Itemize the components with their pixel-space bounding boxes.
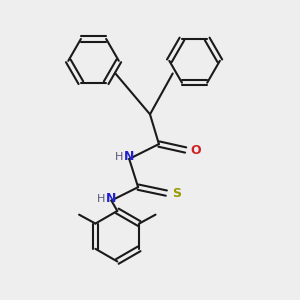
Text: N: N	[106, 192, 116, 205]
Text: N: N	[123, 150, 134, 163]
Text: S: S	[172, 187, 181, 200]
Text: H: H	[97, 194, 105, 204]
Text: O: O	[190, 143, 201, 157]
Text: H: H	[115, 152, 123, 162]
